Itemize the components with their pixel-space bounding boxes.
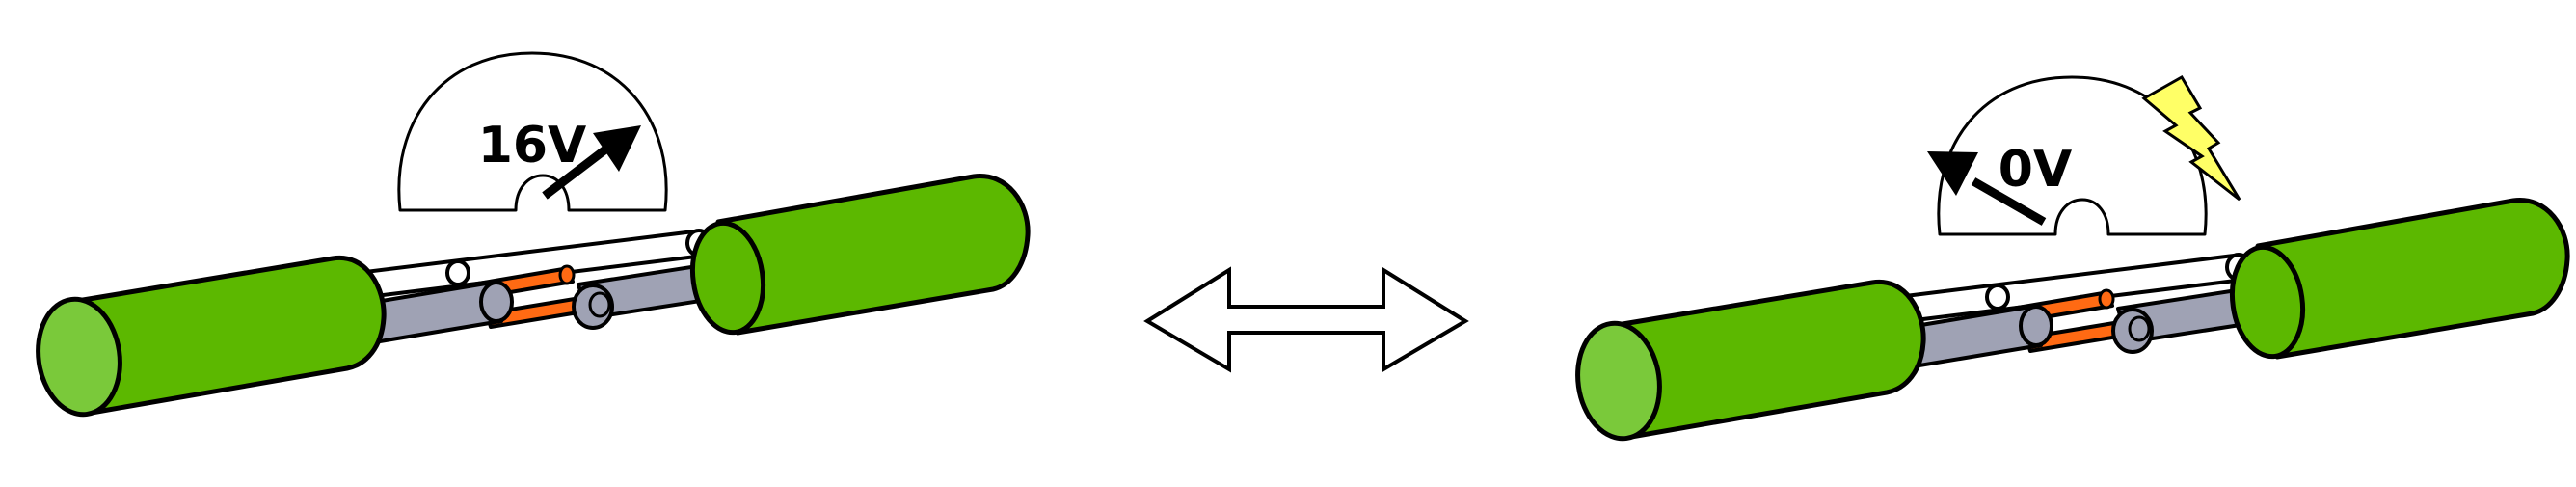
- left-cable: 16V: [31, 51, 1028, 419]
- right-gauge: 0V: [1927, 75, 2208, 236]
- right-cable: 0V: [1570, 75, 2567, 444]
- left-gauge: 16V: [397, 51, 668, 212]
- left-gauge-reading: 16V: [478, 117, 587, 175]
- comparison-arrow: [1143, 266, 1469, 373]
- right-gauge-reading: 0V: [1999, 141, 2072, 199]
- left-gauge-needle: [542, 125, 641, 200]
- right-gauge-needle: [1927, 151, 2047, 226]
- lightning-bolt-icon: [2141, 74, 2241, 202]
